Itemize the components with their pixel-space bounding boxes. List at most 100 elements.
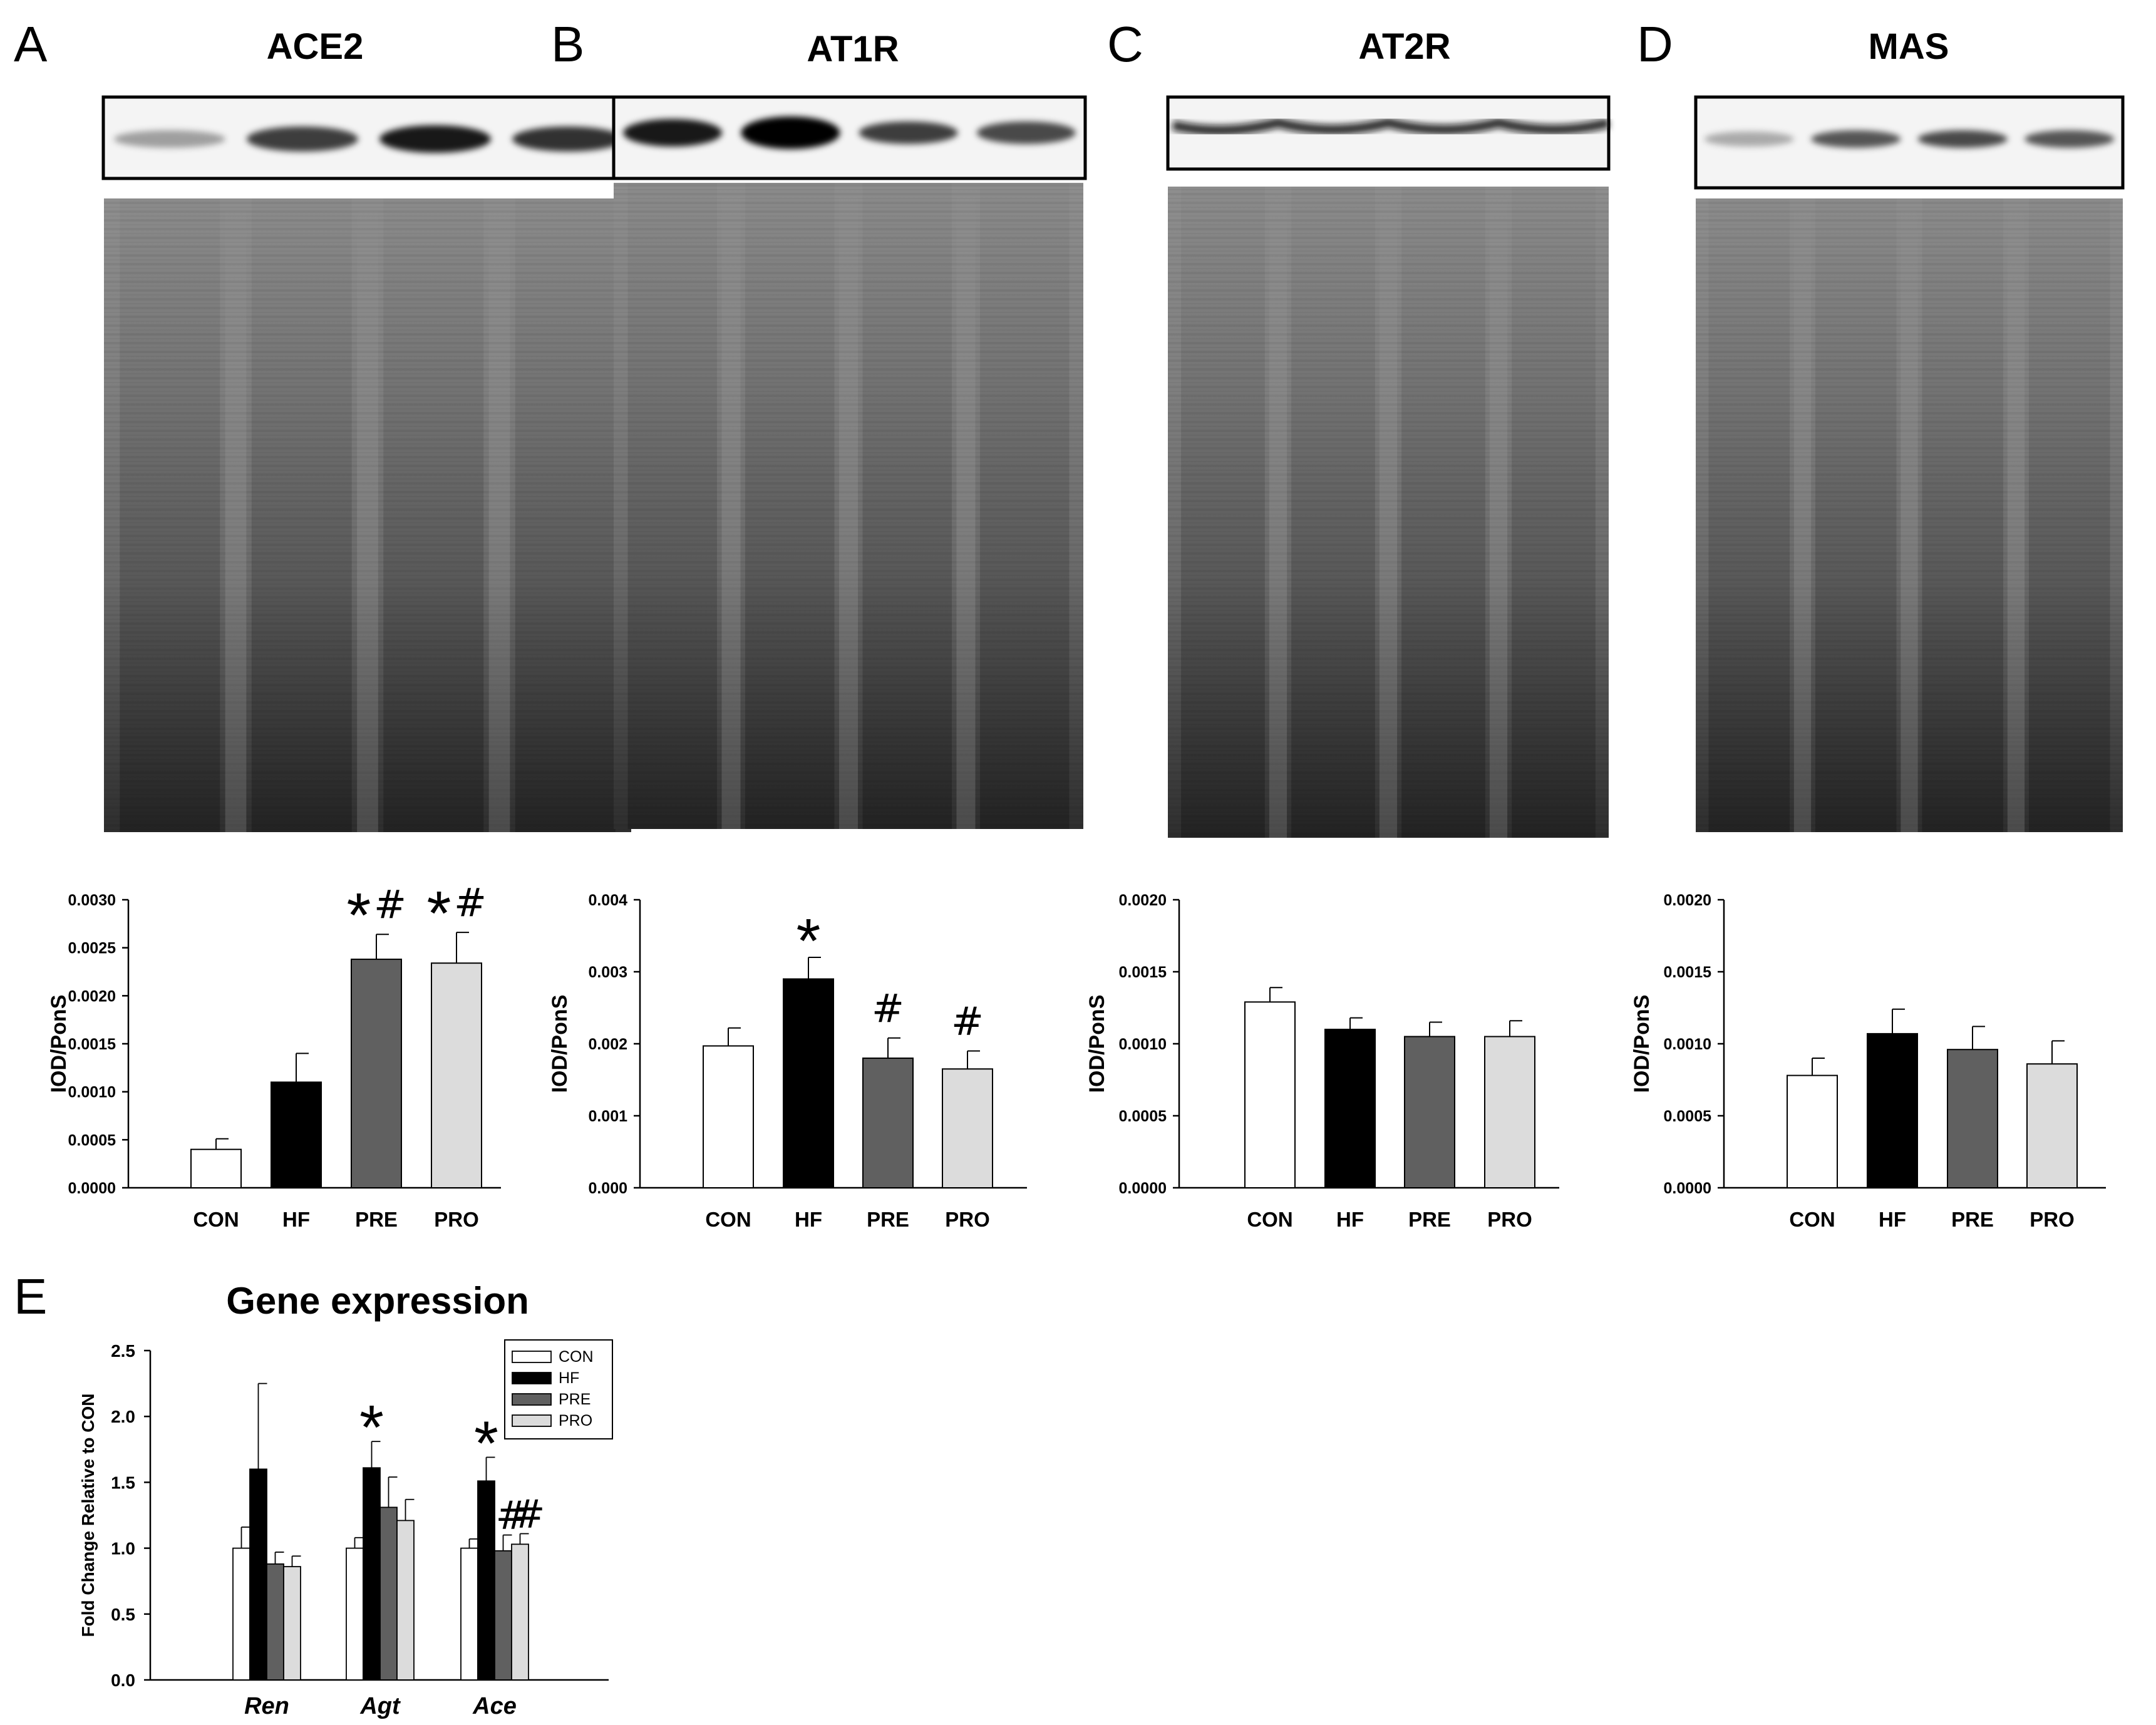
bar-pro xyxy=(942,1068,993,1188)
bar-pro xyxy=(283,1566,301,1681)
bar-hf xyxy=(477,1480,495,1681)
bar-hf xyxy=(249,1468,267,1681)
x-tick-label: CON xyxy=(1247,1208,1292,1231)
y-axis-label: Fold Change Relative to CON xyxy=(78,1394,98,1637)
y-tick-label: 0.0030 xyxy=(68,892,116,909)
bar-pro xyxy=(431,962,482,1188)
panel-title-d: MAS xyxy=(1869,26,1949,67)
y-axis-label: IOD/PonS xyxy=(1085,995,1109,1093)
y-tick-label: 1.5 xyxy=(111,1473,135,1492)
panel-title-a: ACE2 xyxy=(267,26,364,67)
y-axis-label: IOD/PonS xyxy=(548,995,572,1093)
y-tick-label: 0.0005 xyxy=(1664,1108,1712,1125)
blot-1 xyxy=(101,95,636,832)
blot-bands xyxy=(113,125,624,153)
blot-4 xyxy=(1694,95,2125,832)
x-tick-label: HF xyxy=(282,1208,310,1231)
y-tick-label: 0.000 xyxy=(588,1180,627,1197)
y-tick-label: 2.5 xyxy=(111,1341,135,1361)
y-tick-label: 0.0020 xyxy=(68,987,116,1005)
x-tick-label: PRE xyxy=(1408,1208,1451,1231)
bar-pre xyxy=(1404,1036,1455,1188)
panel-letter-c: C xyxy=(1107,16,1143,72)
y-tick-label: 0.002 xyxy=(588,1036,627,1053)
bar-hf xyxy=(1324,1029,1376,1188)
legend-swatch-hf xyxy=(512,1372,552,1384)
x-tick-label: PRE xyxy=(1951,1208,1994,1231)
x-tick-label: PRO xyxy=(1487,1208,1532,1231)
legend-label: HF xyxy=(559,1369,579,1387)
bar-pre xyxy=(862,1058,914,1188)
x-tick-label: PRE xyxy=(355,1208,398,1231)
y-tick-label: 2.0 xyxy=(111,1407,135,1426)
legend-swatch-con xyxy=(512,1351,552,1363)
panel-letter-b: B xyxy=(551,16,584,72)
bar-pro xyxy=(396,1520,415,1681)
bar-pre xyxy=(266,1563,284,1681)
y-tick-label: 0.0015 xyxy=(1664,964,1712,981)
bar-con xyxy=(1244,1001,1296,1189)
significance-star: * xyxy=(427,878,451,949)
bar-hf xyxy=(363,1467,381,1681)
bar-pro xyxy=(1484,1036,1535,1188)
x-tick-label: PRE xyxy=(867,1208,909,1231)
blot-bands xyxy=(1704,130,2115,148)
y-tick-label: 0.003 xyxy=(588,964,627,981)
y-axis-label: IOD/PonS xyxy=(1630,995,1654,1093)
significance-hash: # xyxy=(513,1491,545,1537)
significance-hash: # xyxy=(951,999,984,1044)
bar-con xyxy=(346,1547,364,1681)
x-tick-label: PRO xyxy=(2030,1208,2075,1231)
x-tick-label: HF xyxy=(1336,1208,1364,1231)
chart-c: 0.0000 0.0005 0.0010 0.0015 0.0020 IOD/PonS CO… xyxy=(1085,892,1559,1231)
y-tick-label: 0.0020 xyxy=(1664,892,1711,909)
x-tick-label: Agt xyxy=(359,1693,401,1719)
y-tick-label: 0.0 xyxy=(111,1671,135,1690)
bar-hf xyxy=(271,1081,322,1189)
y-tick-label: 1.0 xyxy=(111,1539,135,1558)
panel-letter-a: A xyxy=(14,16,48,72)
y-tick-label: 0.0010 xyxy=(1664,1036,1711,1053)
y-tick-label: 0.0000 xyxy=(1119,1180,1167,1197)
significance-hash: # xyxy=(872,986,904,1031)
bar-con xyxy=(460,1547,478,1681)
y-tick-label: 0.001 xyxy=(588,1108,627,1125)
x-tick-label: CON xyxy=(1789,1208,1835,1231)
y-tick-label: 0.0010 xyxy=(1119,1036,1167,1053)
significance-star: * xyxy=(359,1393,384,1463)
x-tick-label: HF xyxy=(1879,1208,1906,1231)
bar-pro xyxy=(511,1543,529,1681)
bar-con xyxy=(1787,1074,1838,1188)
legend-swatch-pro xyxy=(512,1414,552,1427)
ponceau-stain xyxy=(614,183,1083,829)
bar-hf xyxy=(1867,1032,1918,1189)
y-tick-label: 0.0025 xyxy=(68,940,116,957)
legend-label: PRE xyxy=(559,1391,591,1408)
y-tick-label: 0.0020 xyxy=(1119,892,1167,909)
blot-3 xyxy=(1166,95,1611,838)
legend-label: CON xyxy=(559,1348,594,1366)
y-tick-label: 0.0015 xyxy=(68,1036,116,1053)
blot-bands xyxy=(623,116,1076,149)
bar-pre xyxy=(1947,1049,1998,1188)
blot-2 xyxy=(612,95,1087,829)
x-tick-label: CON xyxy=(705,1208,751,1231)
x-tick-label: PRO xyxy=(434,1208,479,1231)
bar-pro xyxy=(2026,1063,2078,1188)
chart-d: 0.0000 0.0005 0.0010 0.0015 0.0020 IOD/PonS CO… xyxy=(1630,892,2106,1231)
y-tick-label: 0.0015 xyxy=(1119,964,1167,981)
bar-pre xyxy=(494,1550,512,1681)
legend-label: PRO xyxy=(559,1412,592,1429)
legend: CON HF PRE PRO xyxy=(504,1339,613,1439)
y-tick-label: 0.0005 xyxy=(1119,1108,1167,1125)
x-tick-label: CON xyxy=(193,1208,239,1231)
bar-hf xyxy=(783,978,834,1188)
y-tick-label: 0.004 xyxy=(588,892,627,909)
blot-bands xyxy=(1172,117,1610,136)
significance-star: * xyxy=(347,880,371,950)
x-tick-label: HF xyxy=(795,1208,822,1231)
panel-letter-d: D xyxy=(1637,16,1673,72)
significance-hash: # xyxy=(374,882,406,927)
ponceau-stain xyxy=(104,198,631,832)
